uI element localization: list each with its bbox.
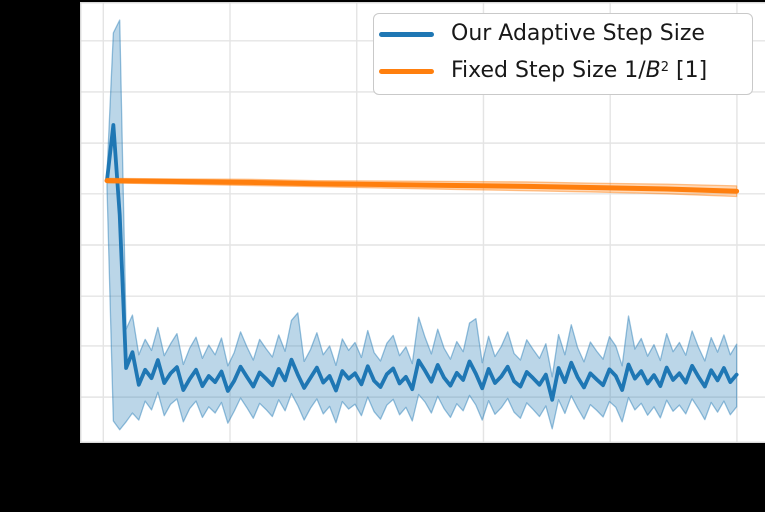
legend-entry-fixed: Fixed Step Size 1/B2 [1]: [374, 53, 752, 89]
legend-label-variable: B: [645, 58, 661, 83]
legend-entry-adaptive: Our Adaptive Step Size: [374, 16, 752, 52]
legend-line-sample-orange: [379, 68, 434, 74]
legend-label-prefix: Fixed Step Size 1/: [451, 58, 646, 83]
chart-canvas: [80, 2, 765, 443]
legend-label: Our Adaptive Step Size: [451, 21, 705, 46]
legend-label: Fixed Step Size 1/B2 [1]: [451, 60, 707, 82]
legend-line-sample-blue: [379, 31, 434, 37]
legend-label-superscript: 2: [660, 60, 670, 75]
legend: Our Adaptive Step Size Fixed Step Size 1…: [373, 13, 753, 95]
legend-label-suffix: [1]: [669, 58, 708, 83]
